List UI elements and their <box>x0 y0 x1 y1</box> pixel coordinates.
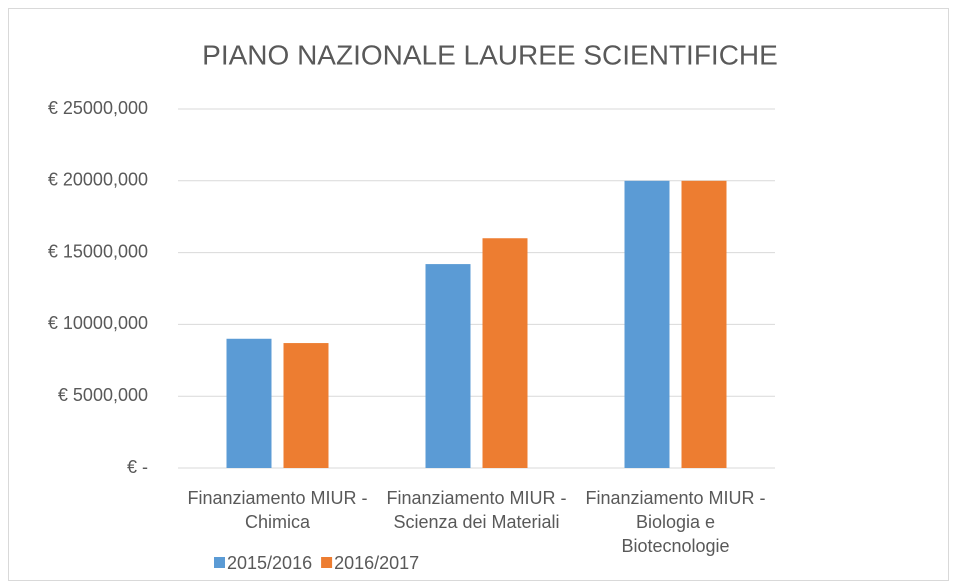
chart-border <box>8 8 949 581</box>
bar <box>482 238 528 468</box>
legend-swatch <box>214 557 225 568</box>
x-tick-label: Finanziamento MIUR - Scienza dei Materia… <box>386 488 567 532</box>
y-tick-label: € 15000,000 <box>48 241 148 261</box>
y-tick-label: € 20000,000 <box>48 170 148 190</box>
x-tick-label: Finanziamento MIUR - Chimica <box>187 488 368 532</box>
bar <box>425 264 471 468</box>
bar <box>681 180 727 469</box>
y-tick-label: € 5000,000 <box>58 385 148 405</box>
y-tick-label: € 10000,000 <box>48 313 148 333</box>
x-tick-label: Finanziamento MIUR -Biologia e Biotecnol… <box>585 488 766 556</box>
legend-swatch <box>321 557 333 568</box>
legend-label: 2015/2016 <box>227 553 312 573</box>
y-tick-label: € - <box>127 457 148 477</box>
bar <box>624 180 670 469</box>
bar <box>226 338 272 468</box>
bar <box>283 343 329 468</box>
chart-title: PIANO NAZIONALE LAUREE SCIENTIFICHE <box>202 39 778 70</box>
y-tick-label: € 25000,000 <box>48 98 148 118</box>
legend-label: 2016/2017 <box>334 553 419 573</box>
